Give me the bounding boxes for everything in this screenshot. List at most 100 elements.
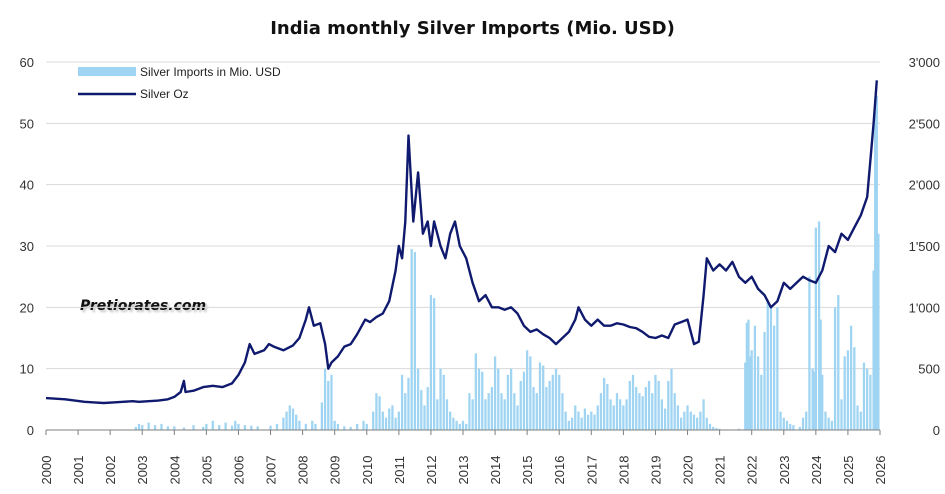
bar <box>336 423 340 430</box>
x-tick-label: 2025 <box>841 456 856 485</box>
bar <box>404 393 407 430</box>
bar <box>445 399 449 430</box>
bar <box>426 387 429 430</box>
bar <box>250 425 253 430</box>
bar <box>153 425 157 430</box>
bar <box>853 347 856 430</box>
bar <box>603 377 606 430</box>
left-tick-label: 50 <box>20 116 34 131</box>
bar <box>269 425 272 430</box>
bar <box>564 411 567 430</box>
bar <box>753 325 757 430</box>
legend-swatch-bars <box>78 67 136 76</box>
bar <box>561 393 564 430</box>
left-tick-label: 40 <box>20 178 34 193</box>
bar <box>288 405 291 430</box>
x-tick-label: 2022 <box>745 456 760 485</box>
bar <box>590 411 593 430</box>
bar <box>756 356 760 430</box>
bar <box>805 411 808 430</box>
right-tick-label: 500 <box>918 362 940 377</box>
bar <box>635 387 638 430</box>
bar <box>692 414 696 430</box>
bar <box>465 423 468 430</box>
bar <box>622 405 625 430</box>
bar <box>137 423 141 430</box>
bar <box>397 411 400 430</box>
legend-label-line: Silver Oz <box>140 87 189 101</box>
bar <box>747 319 750 430</box>
bar <box>567 420 570 430</box>
bar <box>819 319 822 430</box>
bar <box>323 368 327 430</box>
bar <box>304 423 307 430</box>
bar <box>798 426 801 430</box>
bar <box>785 420 789 430</box>
bar <box>407 377 410 430</box>
bar <box>490 387 494 430</box>
bar <box>349 426 352 430</box>
bar <box>471 399 474 430</box>
x-tick-label: 2015 <box>520 456 535 485</box>
x-tick-label: 2005 <box>199 456 214 485</box>
bar <box>513 393 516 430</box>
bar <box>583 408 587 430</box>
bar <box>625 399 628 430</box>
bar <box>493 356 497 430</box>
bar <box>849 325 853 430</box>
bar <box>506 374 510 430</box>
bar <box>134 426 137 430</box>
bar <box>776 307 779 430</box>
bar <box>452 417 455 430</box>
x-tick-label: 2014 <box>488 456 503 485</box>
bar <box>840 399 843 430</box>
gridlines <box>46 61 880 370</box>
bar <box>574 405 577 430</box>
bar <box>558 374 561 430</box>
x-tick-label: 2024 <box>809 456 824 485</box>
bar <box>526 350 529 430</box>
bar <box>593 414 596 430</box>
bar <box>449 411 452 430</box>
bar <box>808 276 811 430</box>
bar <box>699 411 702 430</box>
bar <box>362 420 365 430</box>
right-tick-label: 2'000 <box>909 178 940 193</box>
bar <box>320 402 323 430</box>
bar <box>599 393 603 430</box>
bar <box>763 331 766 430</box>
bar <box>532 387 535 430</box>
bar <box>211 420 214 430</box>
bar <box>256 426 259 430</box>
x-tick-label: 2021 <box>713 456 728 485</box>
bar <box>875 95 878 430</box>
bar <box>696 417 699 430</box>
x-tick-label: 2026 <box>873 456 888 485</box>
bar <box>769 307 773 430</box>
bar <box>657 380 660 430</box>
bar <box>859 411 862 430</box>
bar <box>686 405 689 430</box>
bar <box>673 393 676 430</box>
silver-oz-line <box>45 80 878 405</box>
bar <box>484 399 487 430</box>
bar <box>500 393 503 430</box>
bar <box>663 408 667 430</box>
bar <box>570 417 574 430</box>
bar <box>760 374 763 430</box>
bar <box>837 295 840 430</box>
bar <box>509 368 513 430</box>
bar <box>182 427 186 430</box>
bar <box>817 221 821 430</box>
bar <box>285 411 288 430</box>
bar <box>439 368 442 430</box>
left-tick-label: 20 <box>20 300 34 315</box>
right-tick-label: 3'000 <box>909 55 940 70</box>
x-tick-label: 2018 <box>616 456 631 485</box>
bar <box>234 420 237 430</box>
bar <box>503 399 506 430</box>
right-tick-label: 1'500 <box>909 239 940 254</box>
bar <box>413 252 417 430</box>
bar <box>474 353 477 430</box>
